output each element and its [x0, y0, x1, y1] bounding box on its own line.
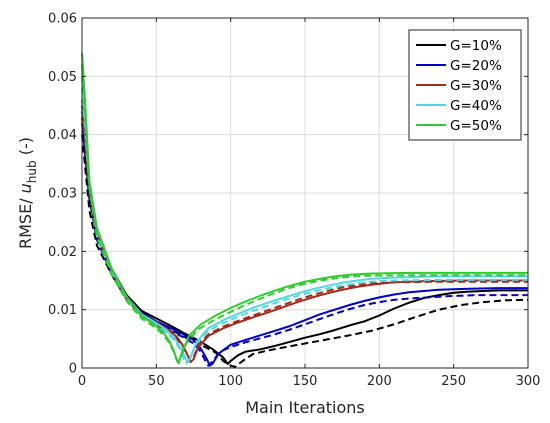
x-axis-label: Main Iterations: [245, 398, 364, 417]
y-tick-label: 0.02: [48, 245, 77, 260]
y-axis-label: RMSE/ uhub (-): [16, 137, 39, 249]
y-tick-label: 0: [69, 362, 77, 377]
series-line-solid-1: [81, 122, 528, 365]
legend: G=10% G=20% G=30% G=40% G=50%: [408, 29, 522, 141]
y-tick-label: 0.04: [48, 128, 77, 143]
y-axis-label-sub: hub: [25, 160, 39, 183]
legend-label: G=40%: [450, 98, 502, 114]
series-line-solid-5: [81, 52, 528, 365]
x-tick-label: 0: [78, 374, 86, 389]
y-tick-label: 0.03: [48, 187, 77, 202]
series-line-dashed-3: [81, 105, 528, 362]
y-axis-label-var: u: [16, 183, 35, 193]
y-tick-label: 0.06: [48, 12, 77, 27]
legend-label: G=50%: [450, 118, 502, 134]
legend-label: G=10%: [450, 38, 502, 54]
x-tick-label: 200: [367, 374, 392, 389]
legend-label: G=20%: [450, 58, 502, 74]
series-line-solid-2: [81, 111, 528, 367]
y-tick-label: 0.01: [48, 303, 77, 318]
x-tick-label: 150: [293, 374, 318, 389]
x-tick-label: 100: [218, 374, 243, 389]
y-tick-label: 0.05: [48, 70, 77, 85]
series-lines: [81, 52, 529, 368]
series-line-dashed-5: [81, 64, 528, 362]
x-tick-label: 250: [441, 374, 466, 389]
x-tick-label: 50: [148, 374, 165, 389]
y-axis-label-main: RMSE/: [16, 193, 35, 249]
x-tick-label: 300: [516, 374, 541, 389]
y-axis-label-unit: (-): [16, 137, 35, 160]
legend-label: G=30%: [450, 78, 502, 94]
axis-ticks: 0 50 100 150 200 250 300 0 0.01 0.02 0.03 0.04 0.05 0…: [48, 12, 540, 390]
